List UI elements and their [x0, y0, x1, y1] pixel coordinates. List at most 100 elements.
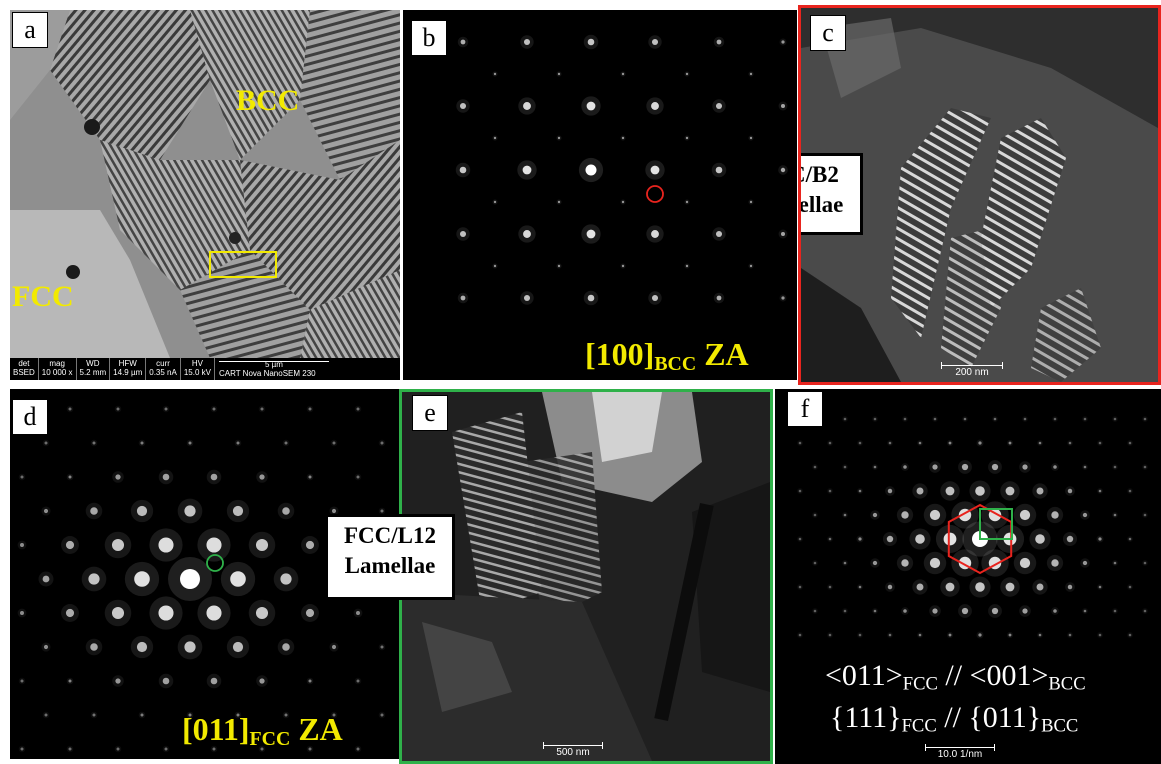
diffraction-spot	[1051, 559, 1059, 567]
diffraction-spot	[798, 585, 802, 589]
diffraction-spot	[20, 679, 24, 683]
diffraction-spot	[522, 165, 532, 175]
diffraction-spot	[948, 633, 952, 637]
diffraction-spot	[685, 264, 689, 268]
diffraction-spot-halo	[812, 512, 818, 518]
diffraction-spot	[356, 747, 360, 751]
diffraction-spot	[887, 488, 893, 494]
diffraction-spot	[20, 747, 24, 751]
diffraction-spot	[308, 679, 312, 683]
diffraction-spot	[858, 537, 862, 541]
diffraction-spot	[1036, 583, 1044, 591]
diffraction-spot	[557, 136, 561, 140]
diffraction-spot-halo	[378, 439, 386, 447]
diffraction-spot	[212, 747, 216, 751]
diffraction-spot	[1143, 561, 1147, 565]
diffraction-spot	[1128, 441, 1132, 445]
selected-spot-marker	[646, 185, 664, 203]
diffraction-spot	[685, 136, 689, 140]
diffraction-spot-halo	[1142, 560, 1148, 566]
diffraction-spot	[493, 264, 497, 268]
diffraction-spot-halo	[1037, 632, 1043, 638]
diffraction-spot	[1008, 441, 1012, 445]
bcc-phase-label: BCC	[236, 84, 300, 117]
diffraction-spot	[1053, 465, 1057, 469]
diffraction-spot-halo	[827, 488, 833, 494]
diffraction-spot	[1005, 486, 1015, 496]
diffraction-spot	[116, 747, 120, 751]
diffraction-spot-halo	[258, 405, 266, 413]
diffraction-spot	[210, 473, 218, 481]
diffraction-spot-halo	[1067, 440, 1073, 446]
diffraction-spot-halo	[114, 745, 122, 753]
diffraction-spot	[356, 679, 360, 683]
panel-label-d: d	[12, 399, 48, 435]
diffraction-spot	[1038, 633, 1042, 637]
diffraction-spot	[916, 583, 924, 591]
diffraction-spot-halo	[378, 711, 386, 719]
diffraction-spot	[308, 747, 312, 751]
diffraction-spot	[212, 407, 216, 411]
diffraction-spot	[749, 264, 753, 268]
diffraction-spot-halo	[66, 473, 74, 481]
diffraction-spot	[44, 441, 48, 445]
diffraction-spot	[180, 569, 200, 589]
diffraction-spot-halo	[1112, 512, 1118, 518]
panel-label-e: e	[412, 395, 448, 431]
diffraction-spot-halo	[932, 416, 938, 422]
sem-databar: det BSED mag 10 000 x WD 5.2 mm HFW 14.9 µm …	[10, 358, 400, 380]
diffraction-spot	[162, 473, 170, 481]
diffraction-spot	[932, 464, 938, 470]
diffraction-spot	[715, 166, 723, 174]
diffraction-spot	[557, 264, 561, 268]
diffraction-spot	[918, 441, 922, 445]
diffraction-spot	[1083, 609, 1087, 613]
diffraction-spot	[991, 463, 999, 471]
orientation-relation-direction: <011>FCC // <001>BCC	[825, 659, 1086, 695]
diffraction-spot	[115, 678, 121, 684]
diffraction-spot	[308, 475, 312, 479]
diffraction-spot	[780, 167, 786, 173]
panel-f-orientation-relationship: f <011>FCC // <001>BCC {111}FCC // {011}…	[775, 389, 1161, 764]
diffraction-spot-halo	[354, 405, 362, 413]
diffraction-spot-halo	[827, 584, 833, 590]
diffraction-spot	[621, 200, 625, 204]
diffraction-spot	[259, 474, 265, 480]
diffraction-spot	[260, 407, 264, 411]
diffraction-spot	[1036, 487, 1044, 495]
diffraction-spot-halo	[812, 560, 818, 566]
diffraction-spot	[715, 230, 723, 238]
diffraction-spot	[1113, 561, 1117, 565]
diffraction-spot	[65, 540, 75, 550]
diffraction-spot	[903, 417, 907, 421]
diffraction-spot	[587, 38, 595, 46]
diffraction-spot	[1098, 633, 1102, 637]
diffraction-spot	[886, 535, 894, 543]
diffraction-spot	[943, 532, 957, 546]
diffraction-spot	[1066, 535, 1074, 543]
diffraction-spot	[1067, 488, 1073, 494]
diffraction-spot	[915, 534, 925, 544]
diffraction-spot	[587, 294, 595, 302]
diffraction-spot	[813, 561, 817, 565]
diffraction-spot	[781, 296, 785, 300]
diffraction-spot	[872, 560, 878, 566]
diffraction-spot-halo	[797, 488, 803, 494]
databar-curr: curr 0.35 nA	[146, 358, 181, 380]
diffraction-spot	[236, 713, 240, 717]
diffraction-spot-halo	[42, 711, 50, 719]
diffraction-spot-halo	[90, 439, 98, 447]
diffraction-spot	[1128, 633, 1132, 637]
diffraction-spot-halo	[330, 439, 338, 447]
panel-c-dark-field: BCC/B2Lamellae c 200 nm	[798, 5, 1161, 385]
diffraction-spot	[188, 713, 192, 717]
diffraction-spot	[651, 230, 659, 238]
sem-micrograph	[10, 10, 400, 380]
panel-label-f: f	[787, 391, 823, 427]
diffraction-spot-halo	[842, 608, 848, 614]
diffraction-spot-halo	[258, 745, 266, 753]
diffraction-spot	[259, 678, 265, 684]
diffraction-spot	[68, 407, 72, 411]
diffraction-spot	[164, 407, 168, 411]
diffraction-spot	[65, 608, 75, 618]
